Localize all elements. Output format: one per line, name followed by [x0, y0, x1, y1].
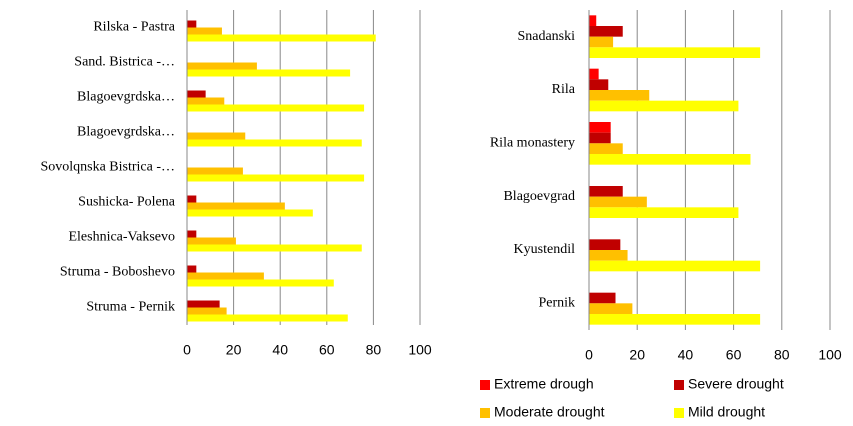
x-tick-label: 0 [585, 347, 593, 363]
bar [187, 132, 246, 140]
bar [187, 104, 365, 112]
bar [187, 230, 197, 238]
bar [187, 307, 227, 315]
y-tick-label: Struma - Pernik [86, 300, 175, 315]
bar [589, 26, 623, 37]
x-tick-label: 0 [183, 342, 191, 358]
y-tick-label: Sushicka- Polena [78, 195, 176, 210]
bar [187, 209, 313, 217]
bar [187, 279, 334, 287]
bar [187, 20, 197, 28]
bar [589, 79, 609, 90]
bar [187, 314, 348, 322]
bar [589, 239, 621, 250]
y-tick-label: Blagoevgrdska… [77, 125, 175, 140]
bar [589, 207, 739, 218]
x-tick-label: 80 [774, 347, 790, 363]
x-tick-label: 60 [726, 347, 742, 363]
bar [187, 62, 257, 70]
bar [589, 250, 628, 261]
bar [589, 36, 614, 48]
bar [187, 202, 285, 210]
bar [187, 300, 220, 308]
bar [187, 27, 222, 35]
x-tick-label: 100 [408, 342, 432, 358]
x-tick-label: 20 [226, 342, 242, 358]
legend-label: Mild drought [688, 404, 765, 420]
legend-swatch [674, 408, 684, 418]
bar [589, 260, 761, 272]
bar [187, 139, 362, 147]
bar [187, 34, 376, 42]
bar [589, 314, 761, 325]
y-tick-label: Pernik [538, 296, 575, 311]
y-tick-label: Blagoevgrdska… [77, 90, 175, 105]
y-tick-label: Snadanski [517, 29, 575, 44]
bar [589, 186, 623, 197]
x-tick-label: 80 [366, 342, 382, 358]
bar [187, 237, 236, 245]
y-tick-label: Struma - Boboshevo [60, 265, 175, 280]
bar [589, 303, 633, 314]
legend-label: Severe drought [688, 376, 784, 392]
bar [187, 265, 197, 273]
y-tick-label: Rilska - Pastra [93, 20, 175, 35]
y-tick-label: Rila [552, 82, 576, 97]
bar [589, 143, 623, 154]
bar [589, 196, 647, 208]
bar [589, 90, 650, 101]
legend-label: Extreme drough [494, 376, 594, 392]
bar [589, 292, 616, 304]
legend-swatch [480, 408, 490, 418]
x-tick-label: 60 [319, 342, 335, 358]
y-tick-label: Rila monastery [490, 136, 575, 151]
bar [589, 132, 611, 144]
bar [589, 154, 751, 165]
bar [187, 244, 362, 252]
bar [187, 69, 351, 77]
bar [187, 90, 206, 98]
x-tick-label: 40 [678, 347, 694, 363]
bar [589, 15, 597, 26]
y-tick-label: Sovolqnska Bistrica -… [40, 160, 175, 175]
bar [187, 97, 225, 105]
legend-label: Moderate drought [494, 404, 605, 420]
y-tick-label: Blagoevgrad [503, 189, 575, 204]
x-tick-label: 20 [629, 347, 645, 363]
bar [187, 174, 365, 182]
x-tick-label: 100 [818, 347, 842, 363]
bar [589, 68, 599, 80]
y-tick-label: Sand. Bistrica -… [74, 55, 175, 70]
bar [589, 122, 611, 133]
legend-swatch [480, 380, 490, 390]
y-tick-label: Kyustendil [514, 242, 576, 257]
legend-swatch [674, 380, 684, 390]
x-tick-label: 40 [272, 342, 288, 358]
bar [187, 195, 197, 203]
bar [589, 47, 761, 58]
bar [589, 100, 739, 112]
bar [187, 272, 264, 280]
bar [187, 167, 243, 175]
y-tick-label: Eleshnica-Vaksevo [68, 230, 175, 245]
